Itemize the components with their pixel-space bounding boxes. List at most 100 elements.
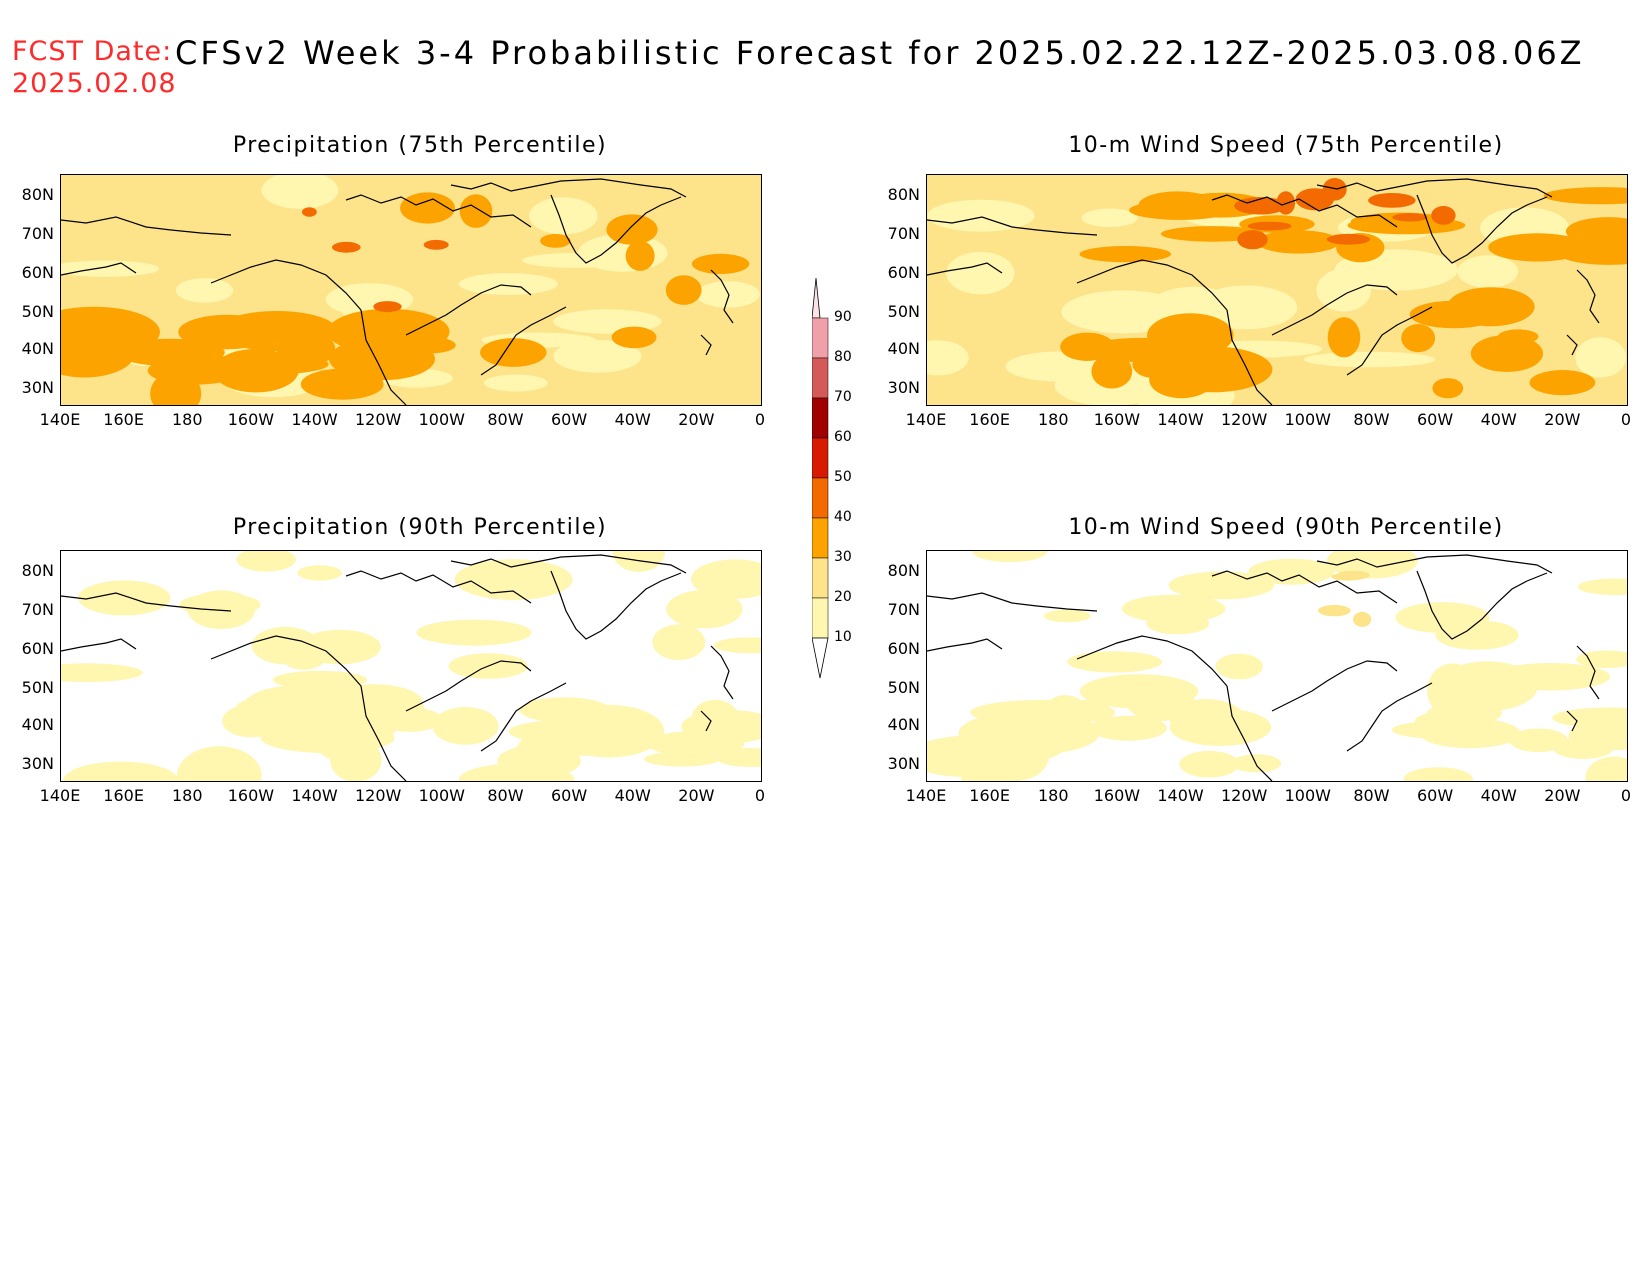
probability-shading: [1576, 650, 1627, 669]
probability-shading: [1327, 317, 1361, 358]
probability-shading: [176, 746, 262, 781]
coastline: [530, 554, 687, 574]
lat-tick-label: 60N: [21, 638, 54, 658]
lat-tick-label: 50N: [21, 678, 54, 697]
probability-shading: [646, 731, 745, 757]
probability-shading: [1237, 230, 1268, 250]
coastline: [1416, 570, 1548, 640]
lat-tick-label: 40N: [887, 714, 920, 734]
colorbar-bin-50-60: [811, 437, 829, 479]
colorbar-legend: 90 80 70 60 50 40 30 20 10: [811, 273, 872, 683]
lon-tick-label: 0: [754, 786, 766, 805]
lat-tick-label: 80N: [887, 184, 920, 204]
probability-shading: [236, 551, 296, 572]
probability-shading: [946, 251, 1015, 295]
coastline: [1346, 682, 1433, 752]
probability-shading: [61, 663, 143, 683]
coastline: [1226, 685, 1273, 781]
colorbar-label-80: 80: [834, 349, 852, 365]
probability-shading: [1067, 651, 1162, 673]
probability-shading: [404, 337, 456, 354]
colorbar-top-triangle: [811, 277, 821, 319]
lon-tick-label: 40W: [1480, 410, 1517, 429]
lon-tick-label: 140E: [39, 786, 81, 805]
coastline: [1396, 178, 1553, 198]
lon-tick-label: 160W: [1093, 786, 1141, 805]
lat-tick-label: 60N: [887, 638, 920, 658]
probability-shading: [696, 281, 760, 308]
map-wind-75th: [926, 174, 1628, 406]
probability-shading: [331, 697, 425, 718]
probability-shading: [1353, 611, 1372, 627]
page-title: CFSv2 Week 3-4 Probabilistic Forecast fo…: [175, 34, 1585, 72]
probability-shading: [1129, 200, 1232, 220]
probability-shading: [1529, 370, 1596, 396]
probability-shading: [553, 339, 642, 373]
coastline: [710, 269, 734, 324]
probability-shading: [531, 721, 578, 764]
probability-shading: [400, 192, 455, 224]
coastline: [1416, 194, 1548, 264]
probability-shading: [458, 273, 558, 295]
probability-shading: [1171, 349, 1231, 371]
lon-tick-label: 80W: [487, 786, 524, 805]
lon-tick-label: 40W: [614, 410, 651, 429]
lon-tick-label: 100W: [1284, 410, 1331, 429]
probability-shading: [179, 593, 261, 616]
probability-shading: [1409, 300, 1499, 329]
probability-shading: [1391, 720, 1496, 740]
coastline: [61, 262, 137, 276]
probability-shading: [1565, 217, 1627, 246]
probability-shading: [1089, 715, 1167, 741]
lat-tick-label: 50N: [21, 302, 54, 321]
coastline: [1566, 710, 1578, 732]
lon-tick-label: 140W: [1157, 410, 1204, 429]
coastline: [1076, 259, 1228, 311]
lon-tick-label: 60W: [550, 786, 588, 805]
probability-shading: [1585, 756, 1627, 781]
coastline: [360, 685, 407, 781]
probability-shading: [540, 234, 571, 248]
lon-tick-label: 120W: [354, 410, 402, 429]
probability-shading: [432, 707, 499, 745]
probability-shading: [1248, 558, 1335, 585]
colorbar-label-50: 50: [834, 469, 852, 485]
probability-shading: [373, 301, 402, 313]
probability-shading: [1436, 661, 1538, 712]
probability-shading: [927, 340, 969, 376]
lat-tick-label: 70N: [887, 599, 920, 619]
lat-tick-label: 30N: [887, 753, 920, 773]
probability-shading: [63, 761, 179, 781]
probability-shading: [1470, 335, 1543, 372]
probability-shading: [281, 644, 326, 670]
coastline: [550, 570, 682, 640]
lon-tick-label: 160W: [1093, 410, 1141, 429]
lon-tick-label: 20W: [678, 786, 715, 805]
lat-tick-label: 80N: [21, 560, 54, 580]
colorbar-label-30: 30: [834, 549, 852, 565]
coastline: [61, 216, 232, 236]
probability-shading: [484, 374, 548, 392]
coastline: [450, 558, 532, 568]
probability-shading: [332, 241, 361, 253]
coastline: [1226, 309, 1273, 405]
map-wind-90th: [926, 550, 1628, 782]
probability-shading: [691, 559, 761, 599]
probability-shading: [261, 175, 339, 209]
lon-tick-label: 180: [1037, 410, 1069, 429]
probability-shading: [1082, 337, 1201, 363]
coastline: [700, 710, 712, 732]
coastline: [345, 570, 532, 604]
probability-shading: [1081, 208, 1138, 228]
probability-shading: [78, 580, 171, 616]
probability-shading: [991, 725, 1050, 781]
lon-tick-label: 80W: [487, 410, 524, 429]
probability-shading: [459, 194, 493, 228]
probability-shading: [1194, 285, 1298, 330]
panel-title-wind-90: 10-m Wind Speed (90th Percentile): [1068, 515, 1504, 540]
lon-tick-label: 160W: [227, 786, 275, 805]
probability-shading: [1457, 255, 1519, 288]
lon-tick-label: 160W: [227, 410, 275, 429]
probability-shading: [1303, 351, 1436, 368]
coastline: [61, 592, 232, 612]
